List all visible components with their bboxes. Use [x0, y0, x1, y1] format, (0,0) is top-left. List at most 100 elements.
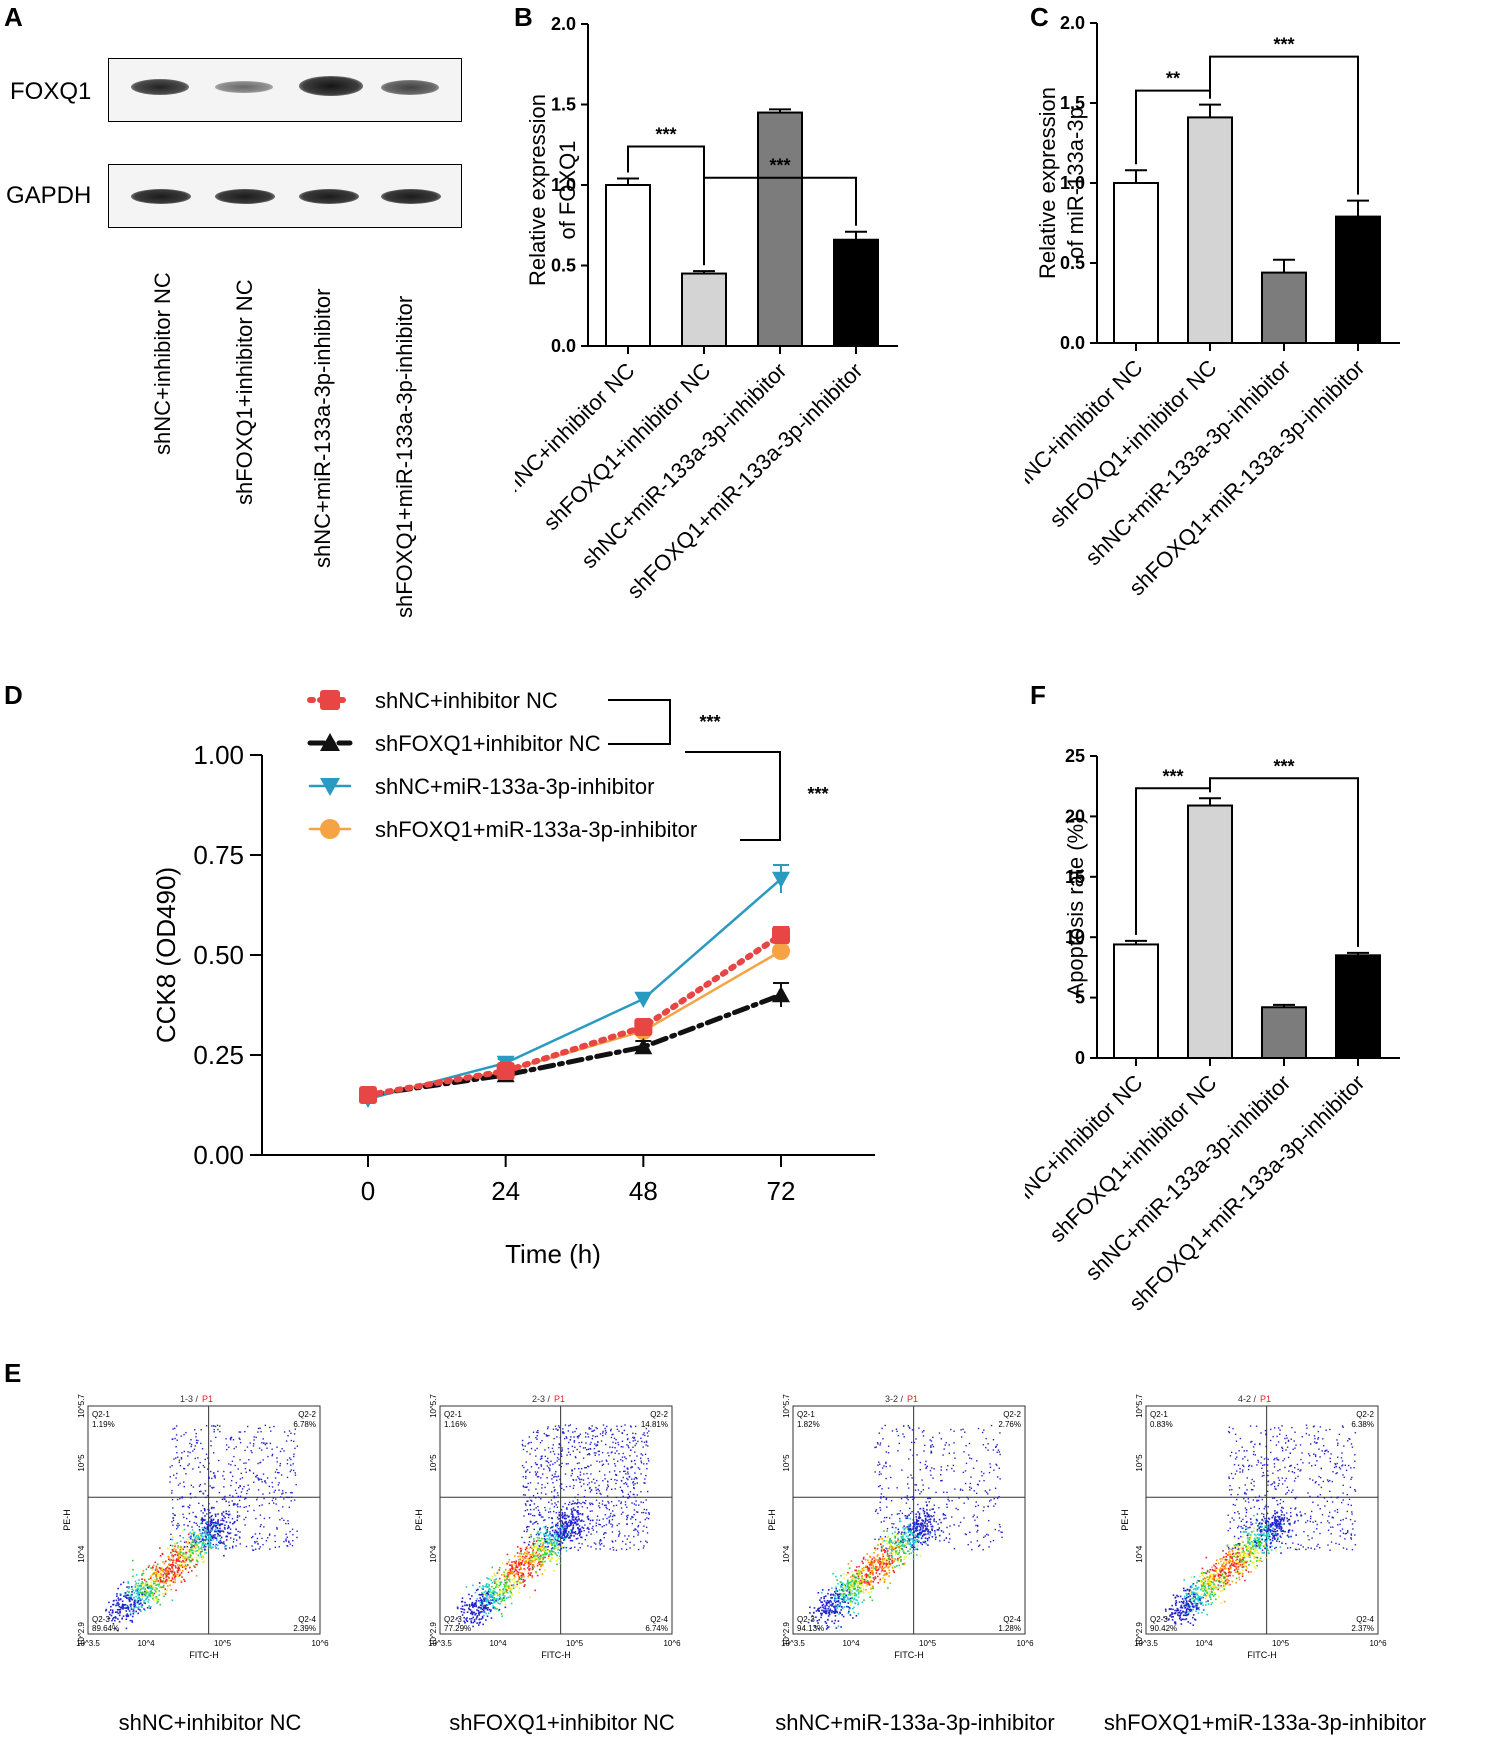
flow-event — [900, 1543, 903, 1546]
flow-event — [509, 1568, 512, 1571]
flow-event — [541, 1549, 544, 1551]
flow-event — [201, 1532, 204, 1534]
flow-event — [200, 1490, 202, 1492]
flow-event — [828, 1600, 830, 1603]
flow-event — [612, 1549, 615, 1551]
flow-event — [138, 1593, 141, 1596]
blot-frame-gapdh — [108, 164, 462, 228]
flow-event — [889, 1582, 892, 1585]
flow-event — [553, 1495, 555, 1497]
flow-event — [239, 1495, 242, 1497]
flow-event — [554, 1539, 557, 1541]
flow-event — [898, 1542, 900, 1545]
flow-event — [833, 1597, 836, 1600]
quadrant-value: 6.78% — [293, 1420, 316, 1429]
flow-event — [518, 1578, 521, 1580]
flow-event — [274, 1546, 277, 1549]
flow-event — [171, 1489, 173, 1492]
flow-event — [533, 1538, 535, 1540]
flow-event — [166, 1547, 169, 1550]
flow-event — [889, 1543, 892, 1546]
flow-event — [820, 1614, 823, 1616]
flow-event — [574, 1521, 576, 1524]
flow-event — [514, 1562, 517, 1564]
flow-event — [115, 1604, 117, 1607]
flow-event — [938, 1518, 941, 1521]
flow-event — [147, 1592, 149, 1595]
flow-event — [156, 1572, 159, 1575]
flow-event — [580, 1536, 582, 1539]
flow-event — [239, 1505, 241, 1508]
flow-event — [119, 1594, 122, 1596]
flow-event — [207, 1529, 209, 1531]
flow-event — [599, 1548, 601, 1550]
flow-event — [138, 1591, 141, 1594]
flow-event — [209, 1540, 211, 1542]
flow-event — [135, 1595, 137, 1598]
flow-event — [523, 1541, 525, 1544]
flow-event — [917, 1541, 920, 1544]
flow-event — [888, 1542, 891, 1544]
flow-event — [852, 1617, 854, 1619]
flow-event — [886, 1551, 889, 1553]
flow-event — [223, 1554, 225, 1557]
flow-event — [126, 1590, 129, 1593]
flow-event — [915, 1513, 917, 1516]
flow-event — [149, 1585, 151, 1587]
flow-event — [191, 1541, 193, 1544]
flow-event — [620, 1489, 623, 1492]
flow-event — [870, 1591, 873, 1593]
flow-event — [169, 1584, 172, 1587]
flow-event — [559, 1520, 561, 1523]
flow-event — [206, 1532, 209, 1535]
flow-event — [157, 1570, 159, 1573]
flow-event — [569, 1453, 571, 1456]
flow-event — [886, 1558, 888, 1560]
flow-event — [562, 1431, 564, 1433]
flow-event — [471, 1603, 473, 1605]
flow-event — [900, 1547, 902, 1550]
flow-event — [827, 1615, 830, 1617]
flow-event — [532, 1549, 535, 1551]
flow-event — [513, 1574, 515, 1577]
flow-event — [931, 1535, 934, 1538]
flow-event — [534, 1551, 536, 1554]
flow-event — [928, 1521, 930, 1523]
flow-event — [163, 1562, 166, 1565]
flow-event — [556, 1506, 559, 1508]
flow-event — [147, 1601, 150, 1603]
flow-event — [909, 1541, 911, 1544]
flow-event — [853, 1594, 856, 1597]
flow-event — [574, 1509, 577, 1511]
flow-event — [142, 1588, 144, 1590]
flow-event — [539, 1568, 541, 1571]
flow-event — [117, 1629, 119, 1632]
flow-event — [202, 1492, 204, 1494]
flow-event — [848, 1567, 851, 1569]
flow-event — [576, 1462, 579, 1465]
flow-event — [555, 1470, 557, 1473]
flow-event — [238, 1515, 241, 1517]
flow-event — [813, 1607, 816, 1609]
flow-event — [546, 1526, 549, 1529]
flow-event — [513, 1575, 516, 1578]
flow-event — [210, 1539, 212, 1542]
flow-event — [880, 1549, 883, 1552]
flow-event — [175, 1425, 178, 1427]
flow-event — [234, 1489, 237, 1492]
flow-event — [836, 1607, 839, 1609]
flow-event — [263, 1526, 265, 1528]
flow-event — [504, 1573, 506, 1575]
flow-event — [887, 1566, 889, 1569]
flow-event — [158, 1583, 160, 1586]
flow-event — [156, 1598, 158, 1601]
flow-event — [158, 1594, 161, 1596]
flow-event — [156, 1568, 159, 1571]
flow-event — [553, 1506, 556, 1508]
flow-event — [267, 1455, 269, 1458]
y-axis-label: Relative expression — [1035, 87, 1060, 279]
flow-event — [494, 1592, 497, 1595]
flow-event — [632, 1484, 635, 1486]
flow-event — [866, 1565, 869, 1568]
